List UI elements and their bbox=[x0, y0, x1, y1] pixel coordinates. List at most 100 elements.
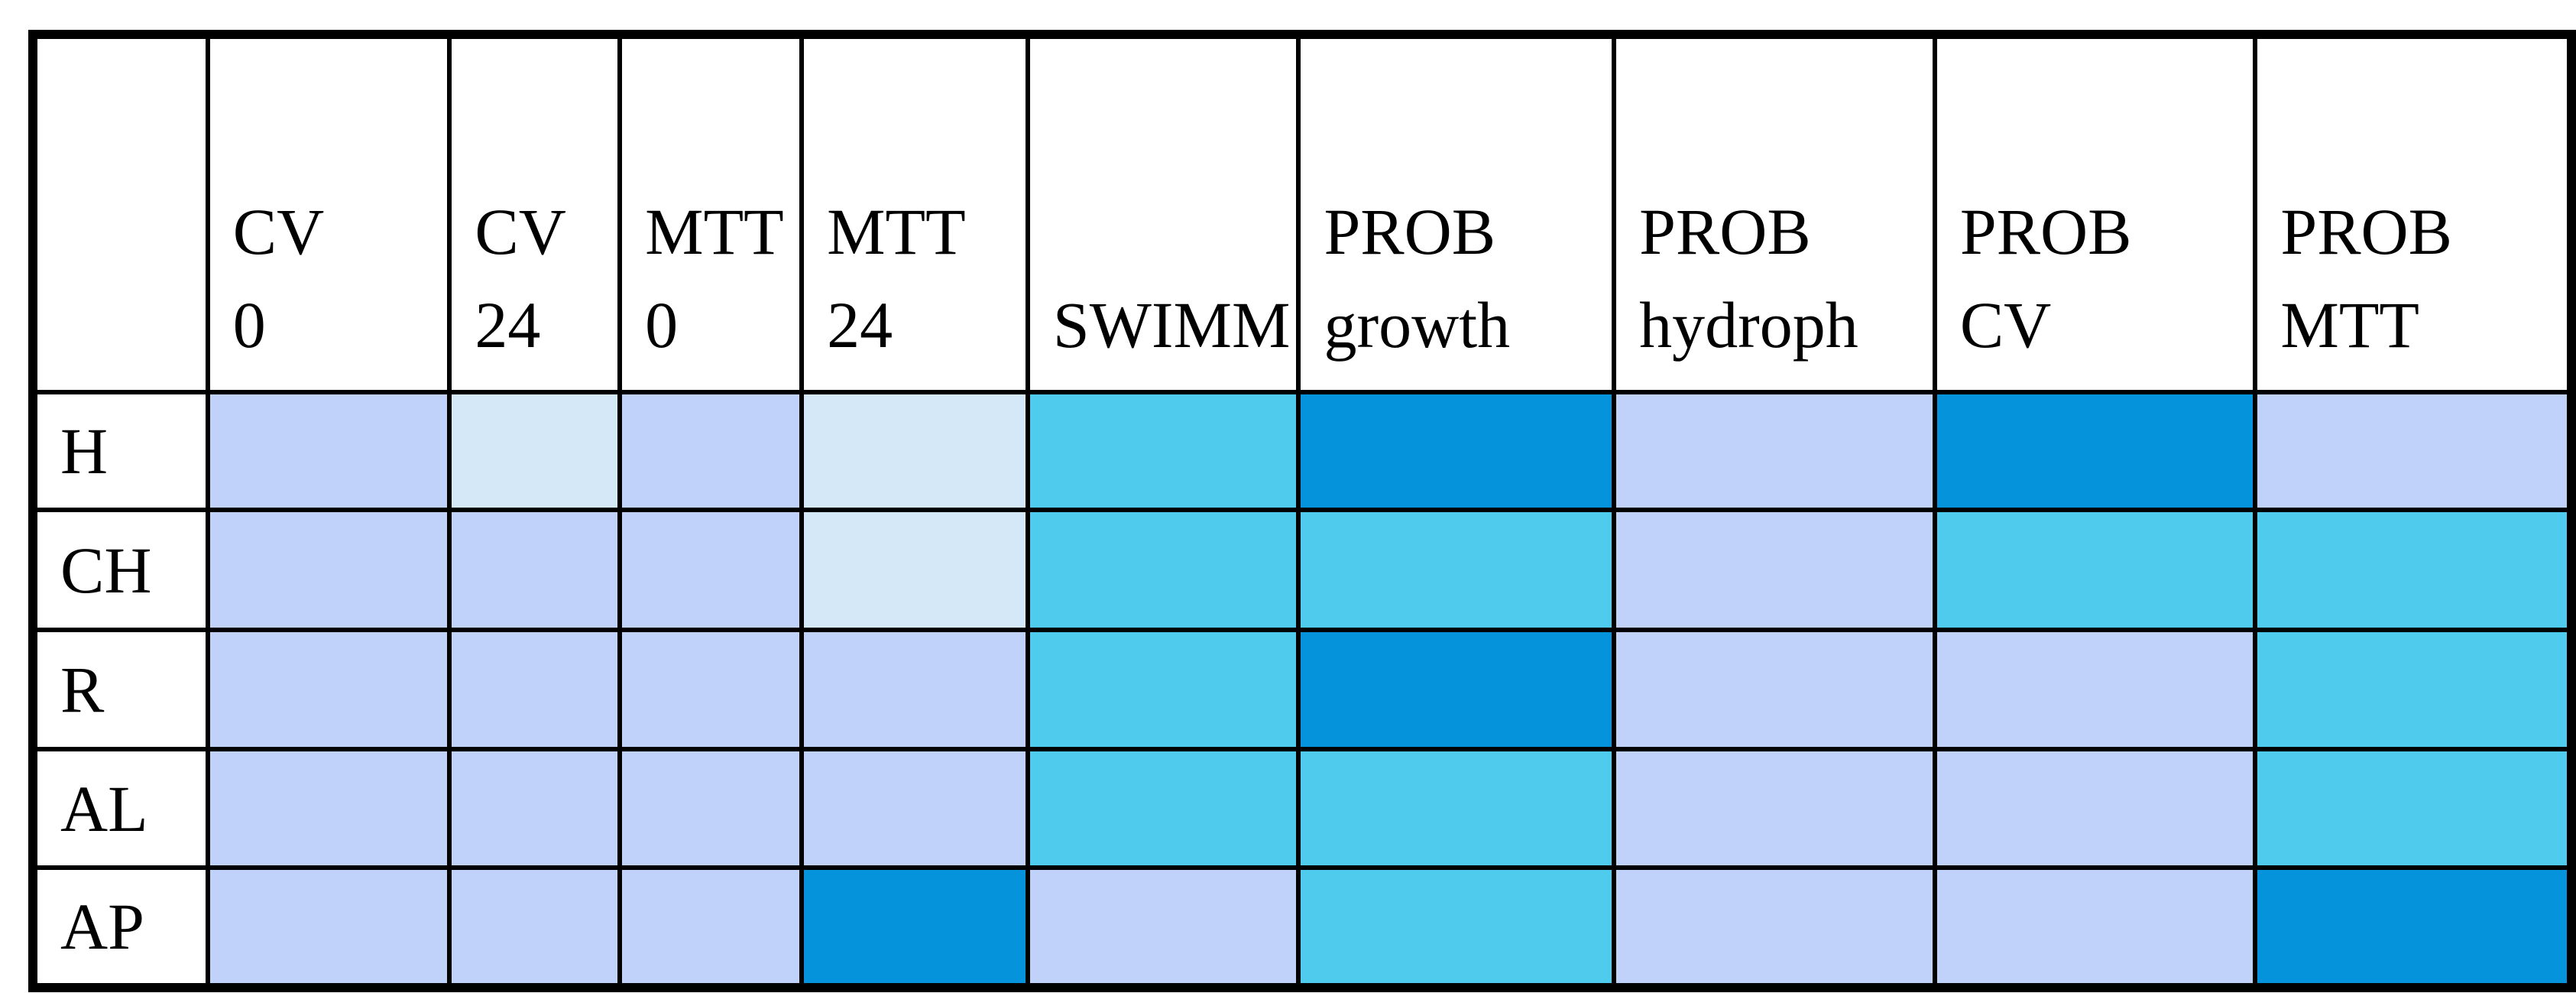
column-header-label: MTT 24 bbox=[806, 39, 1023, 388]
heatmap-cell-al-mtt-24 bbox=[799, 747, 1030, 870]
heatmap-cell-ap-prob-mtt bbox=[2253, 865, 2574, 990]
heatmap-cell-h-mtt-0 bbox=[617, 390, 805, 512]
column-header-mtt-24: MTT 24 bbox=[799, 32, 1030, 394]
row-label-ch: CH bbox=[31, 508, 210, 632]
heatmap-cell-ch-prob-hydroph bbox=[1612, 508, 1937, 632]
heatmap-cell-ap-prob-cv bbox=[1932, 865, 2258, 990]
row-label-al: AL bbox=[31, 747, 210, 870]
header-row: CV 0 CV 24 MTT 0 MTT 24 SWIMM PROB growth PROB hydro… bbox=[31, 32, 2574, 394]
heatmap-cell-ap-mtt-24 bbox=[799, 865, 1030, 990]
row-label-h: H bbox=[31, 390, 210, 512]
heatmap-cell-h-prob-cv bbox=[1932, 390, 2258, 512]
row-label-text: AP bbox=[60, 890, 144, 963]
heatmap-row-ch: CH bbox=[31, 508, 2574, 632]
heatmap-header: CV 0 CV 24 MTT 0 MTT 24 SWIMM PROB growth PROB hydro… bbox=[31, 32, 2574, 394]
column-header-label: PROB MTT bbox=[2260, 39, 2567, 388]
column-header-cv-24: CV 24 bbox=[447, 32, 623, 394]
column-header-prob-mtt: PROB MTT bbox=[2253, 32, 2574, 394]
heatmap-cell-al-cv-0 bbox=[205, 747, 452, 870]
row-label-text: R bbox=[60, 653, 105, 726]
column-header-label: CV 24 bbox=[454, 39, 615, 388]
heatmap-row-ap: AP bbox=[31, 865, 2574, 990]
column-header-line: SWIMM bbox=[1052, 288, 1291, 362]
heatmap-row-al: AL bbox=[31, 747, 2574, 870]
column-header-line: PROB bbox=[1959, 195, 2132, 268]
heatmap-cell-ch-swimm bbox=[1025, 508, 1301, 632]
heatmap-cell-ch-cv-24 bbox=[447, 508, 623, 632]
heatmap-cell-ap-mtt-0 bbox=[617, 865, 805, 990]
heatmap-cell-al-prob-growth bbox=[1296, 747, 1617, 870]
row-label-text: H bbox=[60, 414, 109, 488]
heatmap-cell-r-cv-0 bbox=[205, 628, 452, 751]
column-header-line: MTT bbox=[2280, 288, 2419, 362]
heatmap-row-h: H bbox=[31, 390, 2574, 512]
row-label-r: R bbox=[31, 628, 210, 751]
heatmap-cell-r-swimm bbox=[1025, 628, 1301, 751]
column-header-cv-0: CV 0 bbox=[205, 32, 452, 394]
column-header-label: MTT 0 bbox=[624, 39, 797, 388]
column-header-label: SWIMM bbox=[1032, 39, 1294, 388]
heatmap-cell-al-prob-cv bbox=[1932, 747, 2258, 870]
heatmap-cell-r-mtt-0 bbox=[617, 628, 805, 751]
heatmap-cell-ap-prob-growth bbox=[1296, 865, 1617, 990]
column-header-line: CV bbox=[232, 195, 325, 268]
column-header-label: PROB hydroph bbox=[1619, 39, 1930, 388]
column-header-line: 24 bbox=[475, 288, 541, 362]
column-header-line: PROB bbox=[1324, 195, 1496, 268]
heatmap-cell-h-swimm bbox=[1025, 390, 1301, 512]
heatmap-row-r: R bbox=[31, 628, 2574, 751]
column-header-label: PROB growth bbox=[1303, 39, 1609, 388]
heatmap-cell-al-mtt-0 bbox=[617, 747, 805, 870]
column-header-prob-growth: PROB growth bbox=[1296, 32, 1617, 394]
heatmap-cell-ch-prob-mtt bbox=[2253, 508, 2574, 632]
heatmap-cell-ch-prob-growth bbox=[1296, 508, 1617, 632]
column-header-line: hydroph bbox=[1639, 288, 1858, 362]
heatmap-cell-r-prob-growth bbox=[1296, 628, 1617, 751]
column-header-line: growth bbox=[1324, 288, 1511, 362]
column-header-line: PROB bbox=[2280, 195, 2453, 268]
column-header-line: 24 bbox=[827, 288, 893, 362]
column-header-line: 0 bbox=[232, 288, 266, 362]
row-label-ap: AP bbox=[31, 865, 210, 990]
heatmap-cell-ap-prob-hydroph bbox=[1612, 865, 1937, 990]
heatmap-cell-al-prob-hydroph bbox=[1612, 747, 1937, 870]
heatmap-cell-r-prob-hydroph bbox=[1612, 628, 1937, 751]
heatmap-cell-al-cv-24 bbox=[447, 747, 623, 870]
heatmap-cell-h-cv-0 bbox=[205, 390, 452, 512]
heatmap-cell-h-mtt-24 bbox=[799, 390, 1030, 512]
heatmap-cell-r-mtt-24 bbox=[799, 628, 1030, 751]
column-header-label: PROB CV bbox=[1939, 39, 2251, 388]
column-header-line: CV bbox=[1959, 288, 2052, 362]
column-header-mtt-0: MTT 0 bbox=[617, 32, 805, 394]
heatmap-cell-r-prob-mtt bbox=[2253, 628, 2574, 751]
heatmap-cell-ap-cv-24 bbox=[447, 865, 623, 990]
corner-cell bbox=[31, 32, 210, 394]
column-header-line: CV bbox=[475, 195, 566, 268]
row-label-text: AL bbox=[60, 771, 148, 845]
heatmap-cell-al-prob-mtt bbox=[2253, 747, 2574, 870]
heatmap-cell-ap-cv-0 bbox=[205, 865, 452, 990]
column-header-line: MTT bbox=[645, 195, 784, 268]
column-header-line: 0 bbox=[645, 288, 679, 362]
heatmap-cell-ch-prob-cv bbox=[1932, 508, 2258, 632]
column-header-label: CV 0 bbox=[212, 39, 446, 388]
column-header-prob-cv: PROB CV bbox=[1932, 32, 2258, 394]
column-header-swimm: SWIMM bbox=[1025, 32, 1301, 394]
column-header-line: MTT bbox=[827, 195, 966, 268]
heatmap-body: H CH R AL AP bbox=[31, 390, 2574, 990]
heatmap-cell-r-prob-cv bbox=[1932, 628, 2258, 751]
heatmap-cell-ch-mtt-24 bbox=[799, 508, 1030, 632]
heatmap-cell-h-prob-growth bbox=[1296, 390, 1617, 512]
heatmap-cell-h-prob-mtt bbox=[2253, 390, 2574, 512]
heatmap-cell-ap-swimm bbox=[1025, 865, 1301, 990]
column-header-line: PROB bbox=[1639, 195, 1811, 268]
column-header-prob-hydroph: PROB hydroph bbox=[1612, 32, 1937, 394]
row-label-text: CH bbox=[60, 533, 152, 607]
heatmap-cell-ch-mtt-0 bbox=[617, 508, 805, 632]
heatmap-cell-al-swimm bbox=[1025, 747, 1301, 870]
heatmap-cell-ch-cv-0 bbox=[205, 508, 452, 632]
heatmap-cell-h-cv-24 bbox=[447, 390, 623, 512]
heatmap-cell-r-cv-24 bbox=[447, 628, 623, 751]
heatmap-cell-h-prob-hydroph bbox=[1612, 390, 1937, 512]
